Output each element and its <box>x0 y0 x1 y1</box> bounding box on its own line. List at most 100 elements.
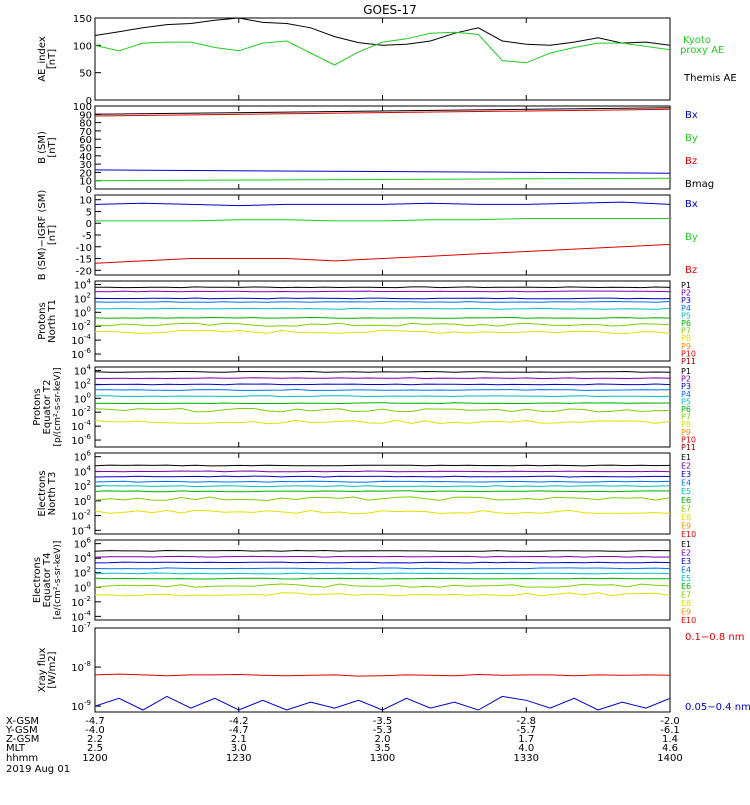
channel-label: E3 <box>681 470 691 479</box>
channel-label: P1 <box>681 367 691 376</box>
x-axis-row-label: Z-GSM <box>6 734 39 745</box>
x-axis-value: 1.7 <box>518 734 534 745</box>
channel-label: P3 <box>681 296 691 305</box>
y-tick-label: 10-2 <box>71 595 91 609</box>
y-tick-label: 10-2 <box>71 319 91 333</box>
channel-trace <box>94 475 671 478</box>
y-tick-label: 100 <box>73 102 92 113</box>
channel-trace <box>94 592 671 597</box>
y-tick-label: 90 <box>79 110 92 121</box>
legend-label: Themis AE <box>683 73 737 84</box>
y-tick-label: 104 <box>74 464 92 478</box>
channel-label: P10 <box>681 349 696 358</box>
channel-trace <box>94 290 671 293</box>
panel-frame <box>94 17 671 101</box>
channel-trace <box>95 485 671 488</box>
channel-label: P10 <box>681 435 696 444</box>
x-axis-value: -6.1 <box>660 725 680 736</box>
x-axis-value: 4.6 <box>662 743 678 754</box>
channel-label: P8 <box>681 334 691 343</box>
channel-label: E8 <box>681 599 691 608</box>
y-tick-label: 106 <box>74 450 92 464</box>
channel-label: E10 <box>681 530 696 539</box>
y-axis-label: Equator T4 <box>42 553 53 608</box>
channel-trace <box>94 496 671 502</box>
x-axis-value: 3.5 <box>375 743 391 754</box>
y-tick-label: 10-6 <box>71 347 91 361</box>
x-axis-value: 1.4 <box>662 734 678 745</box>
panel-frame <box>94 105 671 190</box>
y-tick-label: 10-4 <box>71 333 91 347</box>
channel-label: P7 <box>681 327 691 336</box>
y-axis-label: B (SM) <box>37 131 48 164</box>
panel-frame <box>94 280 671 362</box>
x-axis-value: -4.7 <box>85 716 105 727</box>
channel-trace <box>94 286 671 289</box>
series-line <box>95 18 670 46</box>
y-tick-label: 106 <box>74 537 92 551</box>
y-tick-label: 100 <box>73 41 92 52</box>
x-axis-row-label: Y-GSM <box>5 725 38 736</box>
channel-trace <box>94 480 671 483</box>
x-axis-value: -2.8 <box>516 716 536 727</box>
channel-trace <box>94 329 671 335</box>
y-tick-label: 100 <box>74 494 91 508</box>
series-line <box>95 201 670 207</box>
y-tick-label: 50 <box>79 69 92 80</box>
channel-label: E8 <box>681 513 691 522</box>
y-tick-label: 150 <box>73 14 92 25</box>
y-tick-label: 102 <box>74 377 91 391</box>
channel-trace <box>94 549 671 552</box>
y-tick-label: 10-4 <box>71 419 91 433</box>
x-axis-value: -3.5 <box>373 716 393 727</box>
channel-label: P6 <box>681 319 691 328</box>
y-tick-label: 10-4 <box>71 523 91 537</box>
channel-label: P2 <box>681 289 691 298</box>
y-tick-label: 30 <box>79 160 92 171</box>
channel-label: P1 <box>681 281 691 290</box>
y-tick-label: 102 <box>74 291 91 305</box>
x-axis-value: 1330 <box>514 753 539 764</box>
channel-trace <box>94 572 671 575</box>
legend-label: Bz <box>685 156 697 167</box>
y-tick-label: 70 <box>79 127 92 138</box>
legend-label: Bz <box>685 265 697 276</box>
channel-label: E2 <box>681 548 691 557</box>
y-tick-label: 10-9 <box>71 699 91 713</box>
channel-label: E6 <box>681 496 691 505</box>
panel-frame <box>94 627 671 713</box>
x-axis-value: -5.3 <box>373 725 393 736</box>
y-tick-label: 100 <box>74 391 91 405</box>
chart-title: GOES-17 <box>363 3 417 17</box>
channel-trace <box>94 383 671 386</box>
y-axis-label: Electrons <box>32 557 43 603</box>
channel-trace <box>94 419 671 425</box>
x-axis-row-label: X-GSM <box>6 716 39 727</box>
y-axis-label: [nT] <box>47 225 58 245</box>
y-tick-label: 0 <box>86 96 92 107</box>
legend-label: Bmag <box>685 179 714 190</box>
panel-xray: 10-7 10-8 10-9 Xray flux [W/m2] 0.1−0.8 nm 0.0… <box>37 621 750 713</box>
legend-label: 0.1−0.8 nm <box>685 632 744 643</box>
y-tick-label: 10-6 <box>71 433 91 447</box>
channel-trace <box>94 395 671 398</box>
channel-trace <box>95 297 671 300</box>
channel-trace <box>94 561 671 564</box>
y-tick-label: 102 <box>74 566 91 580</box>
channel-trace <box>94 555 671 558</box>
channel-label: E3 <box>681 557 691 566</box>
y-tick-label: 10 <box>79 177 92 188</box>
x-axis-value: 2.0 <box>375 734 391 745</box>
series-line <box>95 108 670 117</box>
y-axis-label: Protons <box>37 302 48 339</box>
legend-label: Bx <box>685 110 698 121</box>
y-tick-label: -5 <box>82 231 92 242</box>
channel-label: P5 <box>681 311 691 320</box>
y-tick-label: 10-8 <box>71 660 91 674</box>
y-tick-label: 100 <box>74 305 91 319</box>
panel-frame <box>94 194 671 276</box>
